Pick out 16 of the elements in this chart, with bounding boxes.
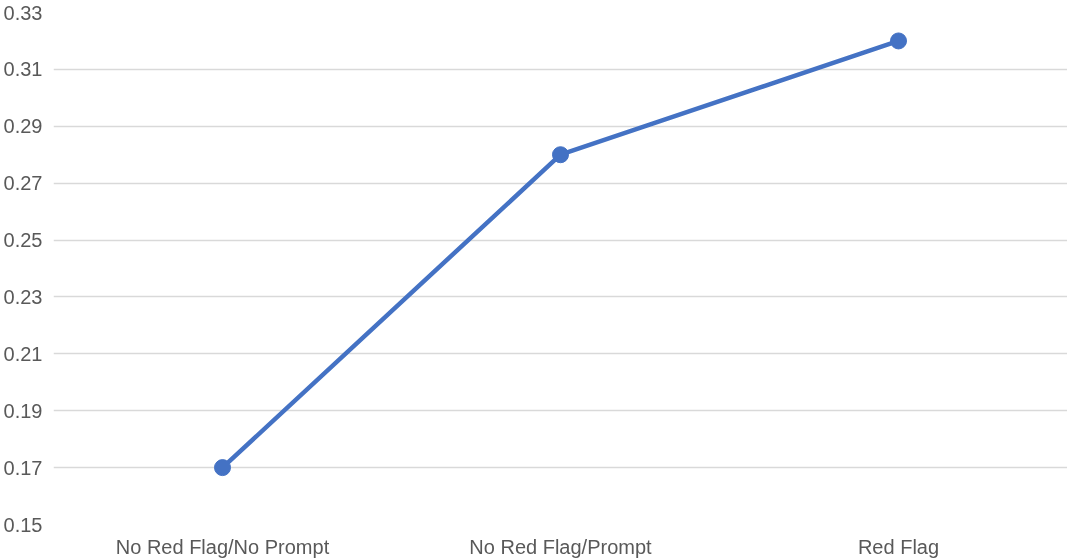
- y-tick-label: 0.33: [3, 1, 43, 24]
- y-tick-label: 0.15: [3, 513, 43, 536]
- y-tick-label: 0.25: [3, 229, 43, 252]
- y-tick-label: 0.31: [3, 58, 43, 81]
- y-tick-label: 0.29: [3, 115, 43, 138]
- y-tick-label: 0.23: [3, 285, 43, 308]
- y-tick-label: 0.27: [3, 172, 43, 195]
- point: [890, 32, 907, 50]
- x-tick-label: No Red Flag/No Prompt: [115, 535, 330, 558]
- point: [552, 146, 569, 164]
- y-tick-label: 0.17: [3, 456, 43, 479]
- x-tick-label: No Red Flag/Prompt: [469, 535, 653, 558]
- y-tick-label: 0.21: [3, 342, 43, 365]
- x-tick-label: Red Flag: [857, 535, 940, 558]
- point: [214, 459, 231, 477]
- y-tick-label: 0.19: [3, 399, 43, 422]
